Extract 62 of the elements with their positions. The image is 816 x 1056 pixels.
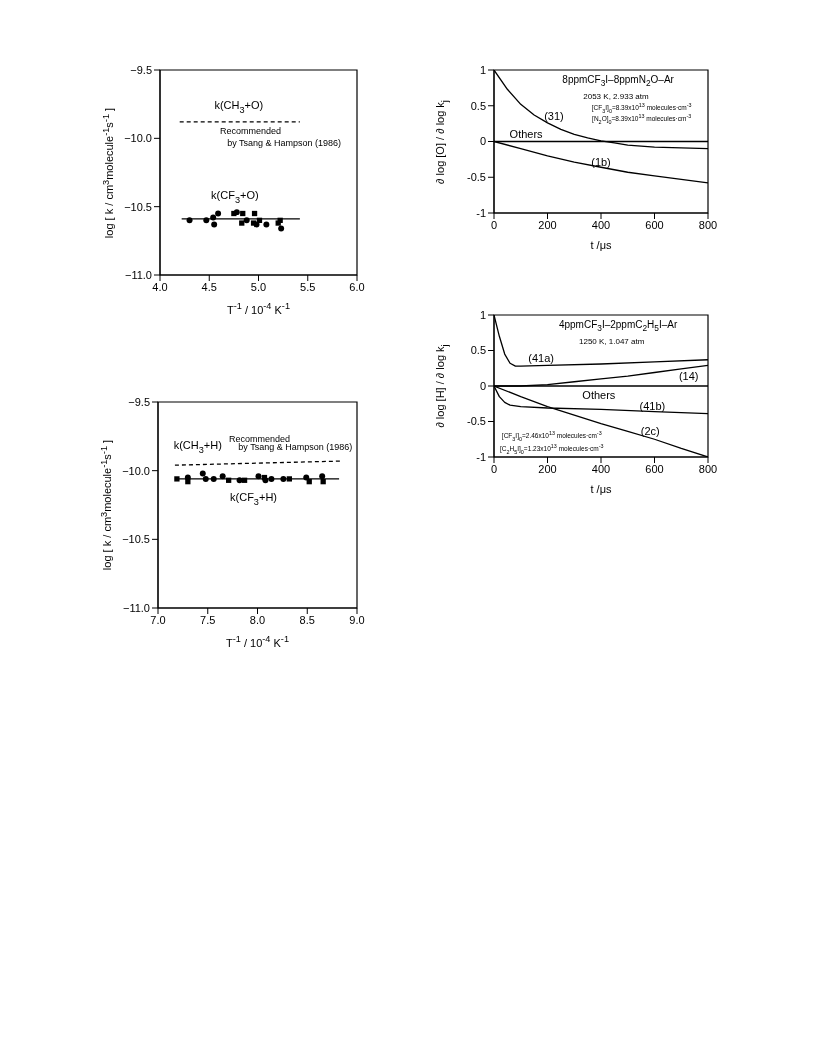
annotation: (1b) [591,155,611,168]
x-tick-label: 200 [538,218,557,231]
x-tick-label: 5.5 [300,280,316,293]
y-tick-label: 0.5 [470,344,486,357]
y-tick-label: -0.5 [467,415,486,428]
x-tick-label: 200 [538,462,557,475]
y-tick-label: −11.0 [124,268,152,281]
y-tick-label: −10.5 [122,533,150,546]
x-tick-label: 400 [591,218,611,231]
x-axis-title: T$^{-1}$ / 10$^{-4}$ K$^{-1}$ [226,301,291,316]
annotation: k(CH$_{3}$+O) [214,99,264,115]
x-tick-label: 8.5 [299,613,315,626]
annotation: Recommended [228,434,290,445]
annotation: by Tsang & Hampson (1986) [227,137,342,149]
x-tick-label: 7.0 [150,613,166,626]
y-tick-label: -1 [476,206,486,219]
x-tick-label: 0 [490,218,498,231]
annotation: Others [509,127,543,140]
y-tick-label: 1 [479,308,486,321]
x-tick-label: 0 [490,462,498,475]
y-tick-label: -1 [476,450,486,463]
x-tick-label: 8.0 [249,613,266,626]
annotation: 4ppmCF$_{3}$I–2ppmC$_{2}$H$_{5}$I–Ar [558,319,678,334]
annotation: (14) [678,370,699,383]
x-tick-label: 7.5 [200,613,216,626]
y-tick-label: 1 [479,63,486,76]
annotation: 8ppmCF$_{3}$I–8ppmN$_{2}$O–Ar [562,74,674,89]
annotation: k(CF$_{3}$+O) [211,189,259,205]
y-tick-label: −9.5 [128,395,150,408]
x-tick-label: 9.0 [349,613,365,626]
x-tick-label: 4.0 [152,280,168,293]
y-tick-label: −10.5 [124,200,152,213]
y-tick-label: 0.5 [470,99,486,112]
annotation: (41a) [528,351,554,364]
x-axis-title: T$^{-1}$ / 10$^{-4}$ K$^{-1}$ [225,634,290,649]
x-tick-label: 800 [698,218,718,231]
x-tick-label: 5.0 [250,280,267,293]
annotation: (41b) [639,399,666,412]
y-tick-label: −9.5 [130,63,152,76]
x-tick-label: 6.0 [349,280,365,293]
annotation: Others [582,388,616,401]
annotation: (31) [544,109,564,122]
y-tick-label: -0.5 [467,171,486,184]
x-tick-label: 4.5 [201,280,217,293]
x-axis-title: t /μs [589,483,613,495]
y-tick-label: 0 [479,135,486,148]
x-tick-label: 600 [645,462,664,475]
annotation: k(CF$_{3}$+H) [230,491,277,507]
x-tick-label: 800 [698,462,718,475]
annotation: 2053 K, 2.933 atm [583,91,649,102]
y-tick-label: −11.0 [122,601,150,614]
y-tick-label: −10.0 [122,464,150,477]
y-tick-label: −10.0 [124,132,152,145]
x-tick-label: 400 [591,462,611,475]
x-axis-title: t /μs [589,239,613,251]
annotation: by Tsang & Hampson (1986) [238,442,353,454]
annotation: (2c) [640,425,660,438]
annotation: Recommended [220,125,282,137]
x-tick-label: 600 [645,218,664,231]
y-tick-label: 0 [479,379,486,392]
annotation: 1250 K, 1.047 atm [578,336,645,347]
annotation: k(CH$_{3}$+H) [173,439,222,455]
